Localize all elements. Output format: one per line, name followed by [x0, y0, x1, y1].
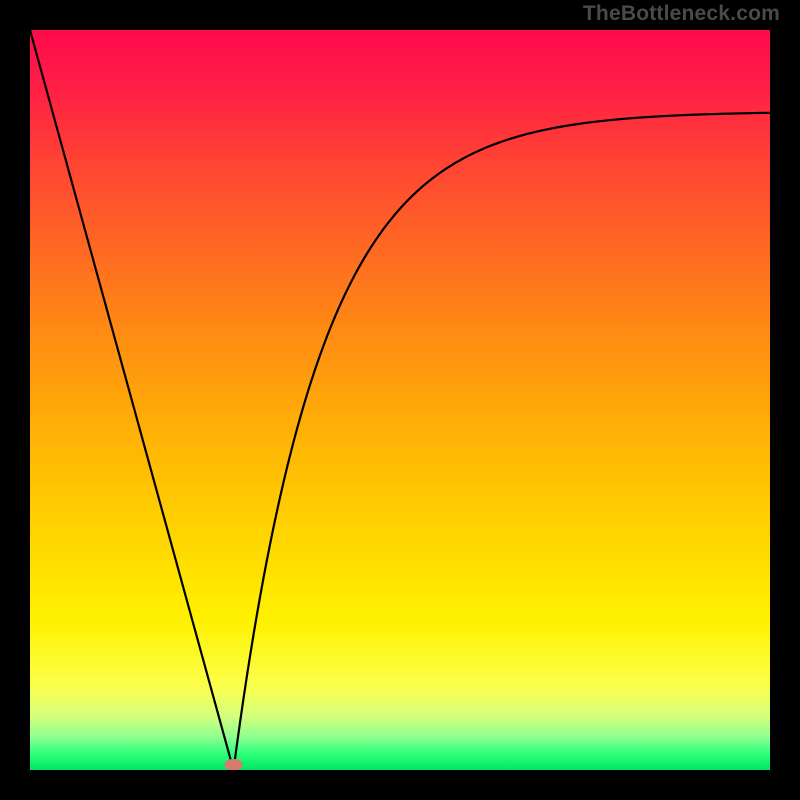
watermark-text: TheBottleneck.com [583, 2, 780, 26]
frame-bottom [0, 770, 800, 800]
frame-left [0, 0, 30, 800]
stage: TheBottleneck.com [0, 0, 800, 800]
plot-area [30, 30, 770, 770]
frame-right [770, 0, 800, 800]
gradient-background [30, 30, 770, 770]
